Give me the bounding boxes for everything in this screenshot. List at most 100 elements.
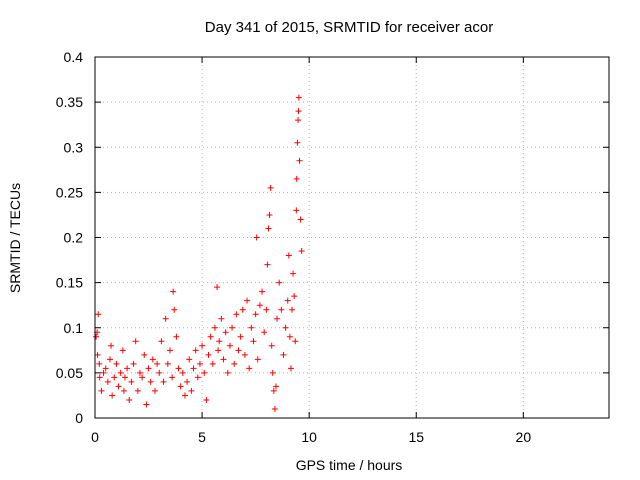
data-point	[190, 365, 197, 372]
data-point	[179, 369, 186, 376]
data-points	[93, 94, 305, 412]
data-point	[261, 329, 268, 336]
data-point	[295, 94, 302, 101]
data-point	[270, 387, 277, 394]
y-tick-label: 0.05	[56, 365, 83, 381]
data-point	[95, 311, 102, 318]
data-point	[136, 369, 143, 376]
data-point	[211, 324, 218, 331]
data-point	[154, 360, 161, 367]
data-point	[203, 396, 210, 403]
data-point	[145, 365, 152, 372]
data-point	[253, 234, 260, 241]
data-point	[215, 347, 222, 354]
x-tick-label: 20	[516, 429, 532, 445]
data-point	[241, 351, 248, 358]
data-point	[246, 365, 253, 372]
x-tick-label: 0	[91, 429, 99, 445]
y-tick-label: 0.1	[64, 320, 84, 336]
data-point	[233, 311, 240, 318]
data-point	[181, 392, 188, 399]
data-point	[265, 225, 272, 232]
data-point	[287, 365, 294, 372]
x-tick-label: 15	[408, 429, 424, 445]
data-point	[149, 356, 156, 363]
data-point	[109, 392, 116, 399]
data-point	[226, 342, 233, 349]
data-point	[282, 324, 289, 331]
data-point	[128, 378, 135, 385]
data-point	[166, 347, 173, 354]
data-point	[173, 333, 180, 340]
y-tick-label: 0.15	[56, 275, 83, 291]
data-point	[209, 360, 216, 367]
data-point	[298, 248, 305, 255]
data-point	[280, 351, 287, 358]
data-point	[278, 306, 285, 313]
data-point	[244, 297, 251, 304]
data-point	[214, 284, 221, 291]
x-axis-label: GPS time / hours	[296, 457, 403, 473]
data-point	[177, 383, 184, 390]
data-point	[139, 374, 146, 381]
data-point	[156, 369, 163, 376]
data-point	[254, 356, 261, 363]
data-point	[256, 302, 263, 309]
data-point	[295, 108, 302, 115]
data-point	[229, 324, 236, 331]
x-axis-ticks: 0 5 10 15 20	[91, 57, 531, 445]
data-point	[100, 369, 107, 376]
data-point	[289, 306, 296, 313]
data-point	[93, 333, 100, 340]
data-point	[220, 356, 227, 363]
data-point	[104, 378, 111, 385]
data-point	[96, 360, 103, 367]
data-point	[132, 338, 139, 345]
data-point	[266, 211, 273, 218]
data-point	[285, 252, 292, 259]
data-point	[162, 315, 169, 322]
data-point	[134, 387, 141, 394]
data-point	[222, 329, 229, 336]
data-point	[276, 279, 283, 286]
data-point	[126, 396, 133, 403]
data-point	[192, 347, 199, 354]
data-point	[115, 383, 122, 390]
y-tick-label: 0	[75, 410, 83, 426]
data-point	[169, 374, 176, 381]
data-point	[201, 369, 208, 376]
data-point	[295, 117, 302, 124]
data-point	[124, 365, 131, 372]
data-point	[250, 338, 257, 345]
data-point	[231, 360, 238, 367]
y-tick-label: 0.35	[56, 94, 83, 110]
data-point	[111, 374, 118, 381]
data-point	[271, 405, 278, 412]
data-point	[143, 401, 150, 408]
data-point	[205, 351, 212, 358]
data-point	[290, 270, 297, 277]
data-point	[171, 306, 178, 313]
chart-title: Day 341 of 2015, SRMTID for receiver aco…	[205, 19, 493, 36]
data-point	[268, 342, 275, 349]
y-tick-label: 0.2	[64, 230, 84, 246]
data-point	[267, 184, 274, 191]
x-tick-label: 10	[301, 429, 317, 445]
data-point	[224, 369, 231, 376]
data-point	[106, 356, 113, 363]
data-point	[259, 288, 266, 295]
data-point	[184, 378, 191, 385]
data-point	[98, 387, 105, 394]
data-point	[94, 351, 101, 358]
data-point	[170, 288, 177, 295]
data-point	[160, 378, 167, 385]
data-point	[252, 311, 259, 318]
data-point	[158, 338, 165, 345]
grid-lines	[95, 57, 609, 418]
data-point	[120, 387, 127, 394]
data-point	[293, 175, 300, 182]
data-point	[108, 342, 115, 349]
data-point	[196, 360, 203, 367]
y-tick-label: 0.4	[64, 49, 84, 65]
